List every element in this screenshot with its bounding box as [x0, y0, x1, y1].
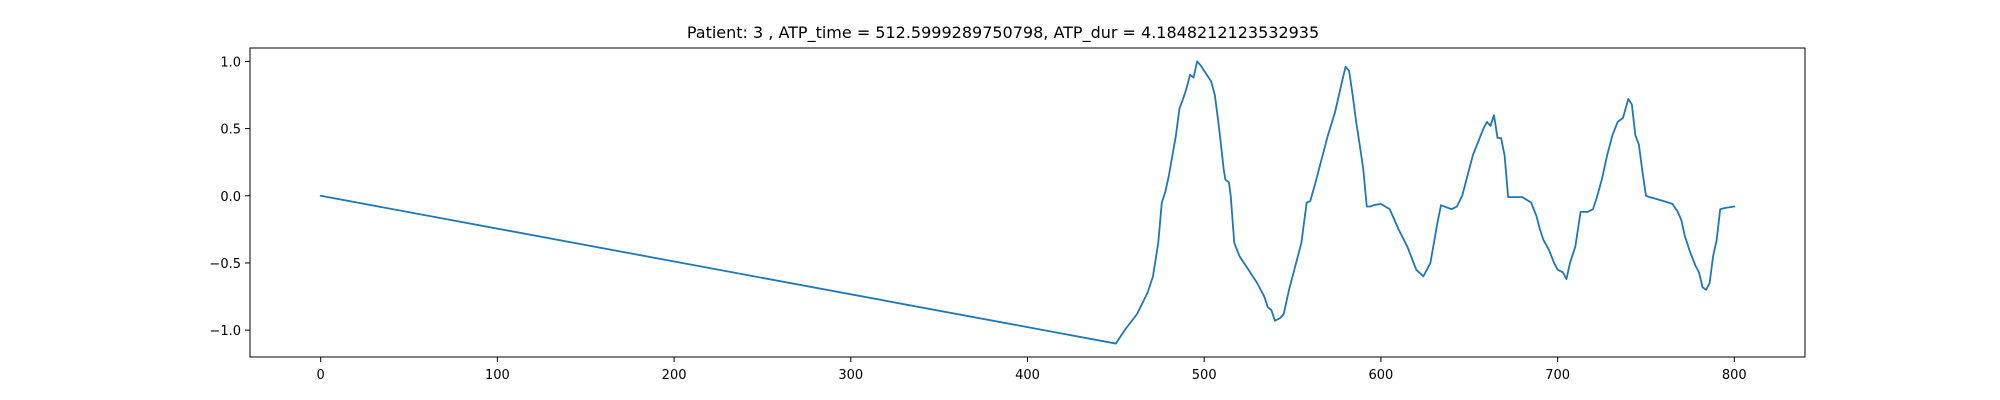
x-tick-label: 400 — [1015, 368, 1040, 383]
x-tick-label: 300 — [838, 368, 863, 383]
x-tick-label: 100 — [485, 368, 510, 383]
x-tick-label: 800 — [1722, 368, 1747, 383]
x-tick-label: 500 — [1192, 368, 1217, 383]
x-tick-label: 600 — [1368, 368, 1393, 383]
x-axis: 0 100 200 300 400 500 600 700 800 — [317, 357, 1747, 383]
plot-frame — [249, 47, 1806, 358]
x-tick-label: 200 — [662, 368, 687, 383]
y-tick-label: 0.0 — [220, 190, 241, 205]
chart-title: Patient: 3 , ATP_time = 512.599928975079… — [687, 23, 1319, 43]
x-tick-label: 0 — [317, 368, 325, 383]
y-tick-label: −1.0 — [209, 324, 241, 339]
y-tick-label: 0.5 — [220, 123, 241, 138]
y-axis: 1.0 0.5 0.0 −0.5 −1.0 — [209, 55, 250, 339]
y-tick-label: −0.5 — [209, 257, 241, 272]
y-tick-label: 1.0 — [220, 55, 241, 70]
series-line — [319, 60, 1736, 345]
x-tick-label: 700 — [1545, 368, 1570, 383]
